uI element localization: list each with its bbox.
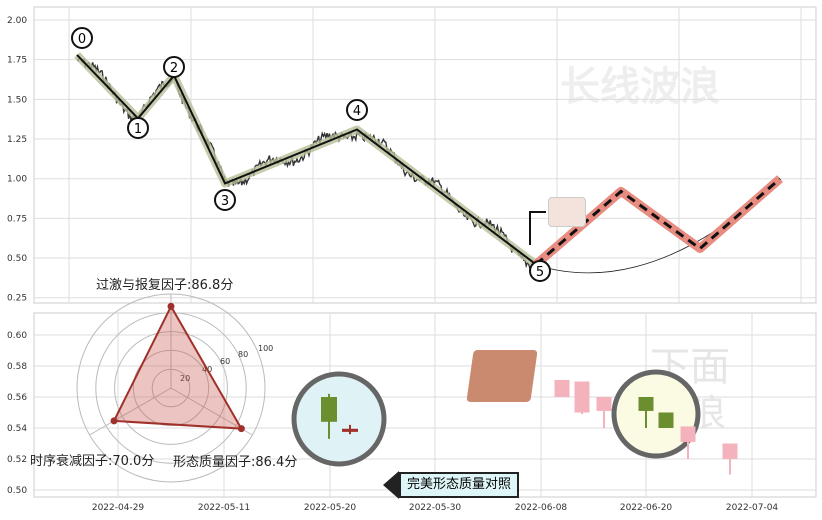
y-tick-label: 1.00 [7, 175, 27, 185]
compare-button-label: 完美形态质量对照 [399, 472, 520, 498]
radar-area [112, 304, 244, 430]
wave-line [76, 54, 537, 266]
y-tick-label: 0.75 [7, 214, 27, 224]
x-tick-label: 2022-05-11 [198, 503, 250, 513]
candle-body [658, 412, 674, 428]
wave-label: 4 [353, 104, 361, 119]
wave-label: 5 [536, 265, 544, 280]
puppy-image-small [548, 197, 586, 227]
y-tick-label: 0.52 [7, 455, 27, 465]
radar-tick-label: 60 [220, 357, 230, 366]
radar-point [167, 302, 175, 310]
wave-label: 1 [134, 122, 142, 137]
radar-point [110, 417, 118, 425]
x-tick-label: 2022-05-30 [409, 503, 462, 513]
wave-label-circle [127, 117, 149, 139]
y-tick-label: 0.50 [7, 486, 27, 496]
y-tick-label: 0.25 [7, 294, 27, 304]
y-tick-label: 0.50 [7, 254, 27, 264]
projection-dashed-line [535, 177, 781, 266]
x-tick-label: 2022-06-08 [515, 503, 568, 513]
y-tick-label: 1.75 [7, 56, 27, 66]
wave-label-circle [346, 99, 368, 121]
candle-body [596, 397, 612, 411]
wave-label: 2 [170, 61, 178, 76]
x-tick-label: 2022-07-04 [726, 503, 779, 513]
y-tick-label: 1.50 [7, 95, 27, 105]
x-tick-label: 2022-05-20 [304, 503, 357, 513]
plot-frame [33, 6, 817, 304]
pointer-arrow [529, 211, 546, 245]
highlight-circle [611, 369, 701, 459]
candle-body [638, 397, 654, 411]
y-tick-label: 0.56 [7, 393, 27, 403]
wave-label-circle [529, 260, 551, 282]
wave-label: 3 [221, 194, 229, 209]
wave-label-circle [163, 56, 185, 78]
radar-tick-label: 100 [258, 344, 273, 353]
candle-body [574, 381, 590, 413]
radar-point [237, 425, 245, 433]
radar-axis-label: 时序衰减因子:70.0分 [30, 453, 154, 469]
candle-body [554, 379, 570, 397]
wave-label-circle [214, 189, 236, 211]
candle-body [722, 443, 738, 459]
x-tick-label: 2022-06-20 [620, 503, 673, 513]
perfect-pattern-compare-button[interactable]: 完美形态质量对照 [383, 471, 520, 499]
x-tick-label: 2022-04-29 [92, 503, 145, 513]
y-tick-label: 1.25 [7, 135, 27, 145]
arrow-left-icon [383, 471, 399, 499]
watermark: 长线波浪 [560, 64, 720, 110]
wave-label-circle [71, 27, 93, 49]
radar-tick-label: 80 [238, 350, 248, 359]
y-tick-label: 0.58 [7, 362, 27, 372]
radar-axis [89, 387, 172, 436]
price-line [76, 55, 537, 270]
puppy-box-image [466, 350, 538, 402]
candle-body [342, 428, 358, 432]
candle-body [680, 426, 696, 442]
radar-axis-label: 形态质量因子:86.4分 [173, 455, 297, 470]
y-tick-label: 0.54 [7, 424, 27, 434]
y-tick-label: 2.00 [7, 16, 27, 26]
y-tick-label: 0.60 [7, 331, 27, 341]
wave-label: 0 [78, 32, 86, 47]
reference-circle [291, 371, 387, 467]
candle-body [321, 397, 337, 422]
radar-tick-label: 20 [180, 374, 190, 383]
wave-highlight [74, 52, 539, 268]
radar-axis-label: 过激与报复因子:86.8分 [96, 278, 233, 293]
